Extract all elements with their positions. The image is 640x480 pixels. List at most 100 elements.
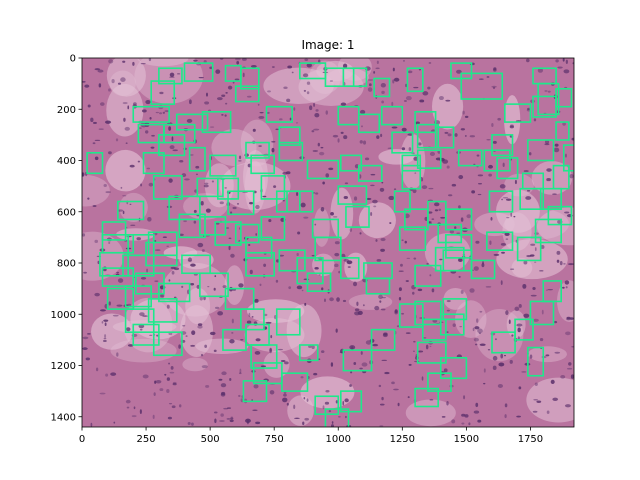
tissue-nucleus bbox=[448, 194, 453, 197]
tissue-nucleus bbox=[283, 86, 288, 90]
tissue-nucleus bbox=[320, 350, 325, 354]
tissue-nucleus bbox=[373, 70, 376, 74]
tissue-nucleus bbox=[458, 205, 461, 209]
tissue-nucleus bbox=[82, 233, 86, 237]
tissue-nucleus bbox=[214, 306, 220, 309]
tissue-nucleus bbox=[382, 333, 388, 338]
tissue-nucleus bbox=[322, 405, 325, 410]
tissue-nucleus bbox=[451, 419, 456, 424]
tissue-nucleus bbox=[481, 263, 485, 268]
tissue-nucleus bbox=[95, 367, 99, 372]
tissue-nucleus bbox=[389, 222, 392, 224]
tissue-nucleus bbox=[370, 184, 375, 187]
tissue-nucleus bbox=[477, 183, 483, 185]
tissue-nucleus bbox=[554, 143, 559, 147]
tissue-nucleus bbox=[122, 210, 125, 215]
y-axis: 0 200 400 600 800 1000 1200 1400 bbox=[51, 54, 82, 423]
tissue-nucleus bbox=[187, 422, 191, 425]
tissue-nucleus bbox=[168, 279, 171, 282]
tissue-nucleus bbox=[234, 58, 241, 61]
detection-box bbox=[496, 157, 519, 180]
tissue-nucleus bbox=[414, 172, 417, 174]
detection-box bbox=[224, 287, 255, 310]
tissue-nucleus bbox=[509, 124, 514, 127]
detection-box bbox=[401, 154, 422, 172]
tissue-nucleus bbox=[169, 145, 175, 150]
tissue-nucleus bbox=[547, 288, 554, 291]
tissue-nucleus bbox=[556, 259, 560, 263]
x-tick-label: 1500 bbox=[454, 434, 479, 445]
detection-box bbox=[398, 226, 427, 251]
tissue-nucleus bbox=[504, 414, 507, 419]
detection-box bbox=[296, 257, 324, 285]
tissue-nucleus bbox=[159, 91, 164, 95]
tissue-nucleus bbox=[108, 242, 111, 244]
detection-box bbox=[234, 223, 260, 244]
tissue-nucleus bbox=[203, 184, 209, 188]
tissue-nucleus bbox=[488, 164, 493, 169]
tissue-nucleus bbox=[530, 294, 537, 297]
tissue-nucleus bbox=[136, 237, 141, 241]
tissue-nucleus bbox=[505, 238, 509, 240]
detection-box bbox=[555, 121, 570, 141]
tissue-nucleus bbox=[486, 76, 490, 78]
tissue-nucleus bbox=[142, 315, 148, 317]
tissue-nucleus bbox=[103, 337, 107, 340]
detection-box bbox=[491, 134, 514, 157]
detection-box bbox=[234, 85, 260, 103]
x-tick-label: 250 bbox=[137, 434, 156, 445]
tissue-nucleus bbox=[262, 195, 267, 198]
tissue-nucleus bbox=[168, 126, 172, 131]
tissue-nucleus bbox=[181, 285, 184, 289]
tissue-nucleus bbox=[159, 112, 163, 115]
tissue-nucleus bbox=[152, 414, 155, 419]
tissue-nucleus bbox=[150, 146, 155, 149]
tissue-nucleus bbox=[105, 120, 112, 124]
tissue-nucleus bbox=[201, 365, 208, 369]
tissue-nucleus bbox=[565, 153, 567, 158]
tissue-nucleus bbox=[231, 318, 234, 324]
tissue-nucleus bbox=[117, 209, 124, 212]
tissue-nucleus bbox=[473, 163, 476, 166]
tissue-nucleus bbox=[334, 252, 340, 257]
tissue-stroma-patch bbox=[527, 346, 567, 363]
tissue-nucleus bbox=[206, 92, 208, 97]
detection-box bbox=[442, 298, 468, 321]
detection-box bbox=[199, 216, 227, 236]
tissue-nucleus bbox=[102, 268, 107, 272]
tissue-nucleus bbox=[564, 404, 571, 408]
detection-box bbox=[434, 126, 455, 149]
tissue-nucleus bbox=[188, 99, 192, 105]
tissue-nucleus bbox=[495, 338, 497, 341]
tissue-nucleus bbox=[155, 111, 159, 114]
tissue-nucleus bbox=[356, 301, 359, 307]
tissue-nucleus bbox=[324, 401, 330, 405]
tissue-nucleus bbox=[523, 170, 529, 172]
tissue-nucleus bbox=[428, 62, 432, 64]
tissue-nucleus bbox=[151, 134, 155, 137]
x-tick-label: 0 bbox=[79, 434, 85, 445]
tissue-nucleus bbox=[393, 77, 400, 82]
tissue-nucleus bbox=[565, 331, 571, 336]
tissue-nucleus bbox=[205, 384, 210, 388]
tissue-nucleus bbox=[354, 308, 360, 312]
tissue-nucleus bbox=[239, 368, 242, 374]
tissue-nucleus bbox=[359, 367, 363, 370]
tissue-nucleus bbox=[476, 318, 479, 323]
tissue-nucleus bbox=[242, 72, 245, 78]
tissue-nucleus bbox=[477, 419, 482, 423]
tissue-nucleus bbox=[559, 261, 563, 266]
tissue-nucleus bbox=[168, 178, 173, 183]
detection-box bbox=[401, 164, 422, 190]
tissue-nucleus bbox=[146, 167, 151, 170]
tissue-nucleus bbox=[246, 95, 252, 98]
detection-box bbox=[357, 164, 383, 182]
tissue-nucleus bbox=[562, 286, 565, 289]
tissue-nucleus bbox=[359, 232, 362, 235]
tissue-nucleus bbox=[565, 59, 568, 65]
tissue-nucleus bbox=[401, 239, 404, 242]
tissue-nucleus bbox=[391, 126, 398, 129]
detection-box bbox=[250, 344, 278, 369]
tissue-nucleus bbox=[283, 391, 287, 394]
tissue-nucleus bbox=[236, 61, 240, 65]
